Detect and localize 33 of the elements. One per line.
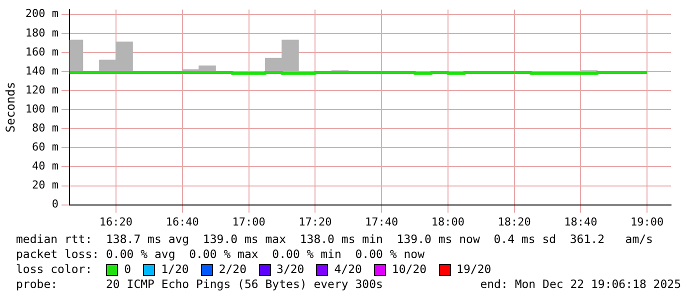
text: median rtt: 138.7 ms avg 139.0 ms max 138.0 ms min 139.0 ms now 0.4 ms sd 361.2 am/s <box>16 232 654 247</box>
legend-label: 4/20 <box>334 262 362 277</box>
x-tick-label: 17:00 <box>232 215 266 228</box>
text: end: Mon Dec 22 19:06:18 2025 <box>480 277 681 292</box>
x-tick-label: 17:20 <box>298 215 332 228</box>
y-tick-label: 140 m <box>25 64 59 78</box>
y-tick-label: 200 m <box>25 7 59 20</box>
y-tick-label: 40 m <box>32 160 59 173</box>
x-tick-label: 18:00 <box>431 215 464 228</box>
y-tick-label: 60 m <box>32 140 59 154</box>
legend-label: 10/20 <box>392 262 427 277</box>
y-tick-label: 120 m <box>25 83 59 96</box>
y-axis-title: Seconds <box>3 82 18 132</box>
y-tick-label: 180 m <box>25 26 59 40</box>
y-tick-label: 80 m <box>32 121 59 134</box>
x-tick-label: 17:40 <box>364 215 398 228</box>
y-tick-label: 0 <box>52 198 59 211</box>
y-tick-label: 160 m <box>25 45 59 58</box>
text: probe: 20 ICMP Echo Pings (56 Bytes) every 300s <box>16 277 383 292</box>
legend-label: 0 <box>124 262 132 277</box>
y-tick-label: 20 m <box>32 178 59 192</box>
legend-label: 19/20 <box>456 262 492 277</box>
legend-label: 2/20 <box>218 262 247 277</box>
x-tick-label: 16:40 <box>166 215 199 228</box>
legend-title: loss color: <box>16 262 92 277</box>
legend-label: 1/20 <box>161 262 189 277</box>
x-tick-label: 18:40 <box>564 215 598 228</box>
legend-label: 3/20 <box>276 262 304 277</box>
text: packet loss: 0.00 % avg 0.00 % max 0.00 % min 0.00 % now <box>16 247 426 262</box>
y-tick-label: 100 m <box>25 102 59 116</box>
x-tick-label: 16:20 <box>99 215 133 228</box>
x-tick-label: 19:00 <box>630 215 664 228</box>
x-tick-label: 18:20 <box>498 215 531 228</box>
